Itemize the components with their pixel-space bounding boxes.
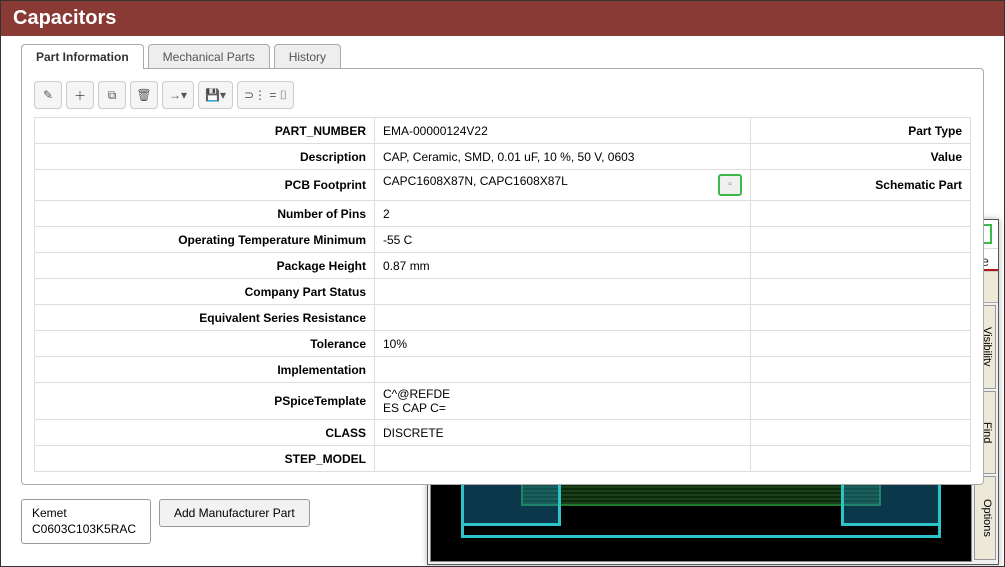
add-manufacturer-button[interactable]: Add Manufacturer Part [159,499,310,527]
prop-value[interactable]: CAPC1608X87N, CAPC1608X87L▫ [375,170,751,201]
delete-button[interactable]: 🗑 [130,81,158,109]
prop-label: PCB Footprint [35,170,375,201]
prop-label: Company Part Status [35,279,375,305]
prop-right-label [751,383,971,420]
table-row: Operating Temperature Minimum-55 C [35,227,971,253]
nav-icon: →▾ [169,88,187,102]
prop-value[interactable]: 10% [375,331,751,357]
copy-icon: ⧉ [108,88,117,103]
prop-right-label: Value [751,144,971,170]
table-row: DescriptionCAP, Ceramic, SMD, 0.01 uF, 1… [35,144,971,170]
table-row: Package Height0.87 mm [35,253,971,279]
prop-value[interactable]: DISCRETE [375,420,751,446]
prop-right-label [751,331,971,357]
prop-label: Implementation [35,357,375,383]
prop-label: Description [35,144,375,170]
side-tab-options[interactable]: Options [974,476,996,560]
save-icon: 💾▾ [205,88,226,102]
prop-value[interactable]: CAP, Ceramic, SMD, 0.01 uF, 10 %, 50 V, … [375,144,751,170]
table-row: PSpiceTemplateC^@REFDE ES CAP C= [35,383,971,420]
prop-label: CLASS [35,420,375,446]
prop-right-label [751,279,971,305]
delete-icon: 🗑 [136,88,151,102]
prop-label: STEP_MODEL [35,446,375,472]
prop-value[interactable]: 0.87 mm [375,253,751,279]
prop-value[interactable]: -55 C [375,227,751,253]
prop-right-label [751,446,971,472]
table-row: PCB FootprintCAPC1608X87N, CAPC1608X87L▫… [35,170,971,201]
prop-label: Operating Temperature Minimum [35,227,375,253]
symbol-button[interactable]: ⊃⋮ = ⌷ [237,81,294,109]
mfr-name: Kemet [32,506,140,522]
prop-value[interactable]: EMA-00000124V22 [375,118,751,144]
table-row: PART_NUMBEREMA-00000124V22Part Type [35,118,971,144]
table-row: Implementation [35,357,971,383]
prop-right-label: Part Type [751,118,971,144]
nav-button[interactable]: →▾ [162,81,194,109]
edit-icon: ✎ [43,88,53,102]
table-row: Tolerance10% [35,331,971,357]
prop-label: Equivalent Series Resistance [35,305,375,331]
mfr-part: C0603C103K5RAC [32,522,140,538]
prop-label: Number of Pins [35,201,375,227]
table-row: Equivalent Series Resistance [35,305,971,331]
prop-label: PSpiceTemplate [35,383,375,420]
footprint-preview-button[interactable]: ▫ [718,174,742,196]
tab-history[interactable]: History [274,44,341,69]
table-row: Number of Pins2 [35,201,971,227]
prop-right-label [751,420,971,446]
prop-value[interactable]: 2 [375,201,751,227]
add-icon: ＋ [74,87,86,104]
prop-value[interactable] [375,279,751,305]
tab-part-info[interactable]: Part Information [21,44,144,69]
prop-right-label [751,227,971,253]
symbol-icon: ⊃⋮ = ⌷ [244,88,287,103]
page-title: Capacitors [13,7,116,29]
prop-label: Tolerance [35,331,375,357]
table-row: Company Part Status [35,279,971,305]
prop-right-label [751,253,971,279]
prop-right-label [751,357,971,383]
copy-button[interactable]: ⧉ [98,81,126,109]
table-row: CLASSDISCRETE [35,420,971,446]
prop-label: Package Height [35,253,375,279]
edit-button[interactable]: ✎ [34,81,62,109]
prop-label: PART_NUMBER [35,118,375,144]
prop-value[interactable]: C^@REFDE ES CAP C= [375,383,751,420]
properties-table: PART_NUMBEREMA-00000124V22Part TypeDescr… [34,117,971,472]
save-button[interactable]: 💾▾ [198,81,233,109]
manufacturer-card[interactable]: Kemet C0603C103K5RAC [21,499,151,544]
add-button[interactable]: ＋ [66,81,94,109]
toolbar: ✎ ＋ ⧉ 🗑 →▾ 💾▾ ⊃⋮ = ⌷ [34,81,971,109]
prop-right-label [751,201,971,227]
page-header: Capacitors [1,1,1004,36]
prop-value[interactable] [375,305,751,331]
prop-right-label: Schematic Part [751,170,971,201]
prop-right-label [751,305,971,331]
tab-mechanical[interactable]: Mechanical Parts [148,44,270,69]
table-row: STEP_MODEL [35,446,971,472]
prop-value[interactable] [375,446,751,472]
tab-panel: ✎ ＋ ⧉ 🗑 →▾ 💾▾ ⊃⋮ = ⌷ PART_NUMBEREMA-0000… [21,68,984,485]
prop-value[interactable] [375,357,751,383]
tab-strip: Part Information Mechanical Parts Histor… [21,44,1004,69]
